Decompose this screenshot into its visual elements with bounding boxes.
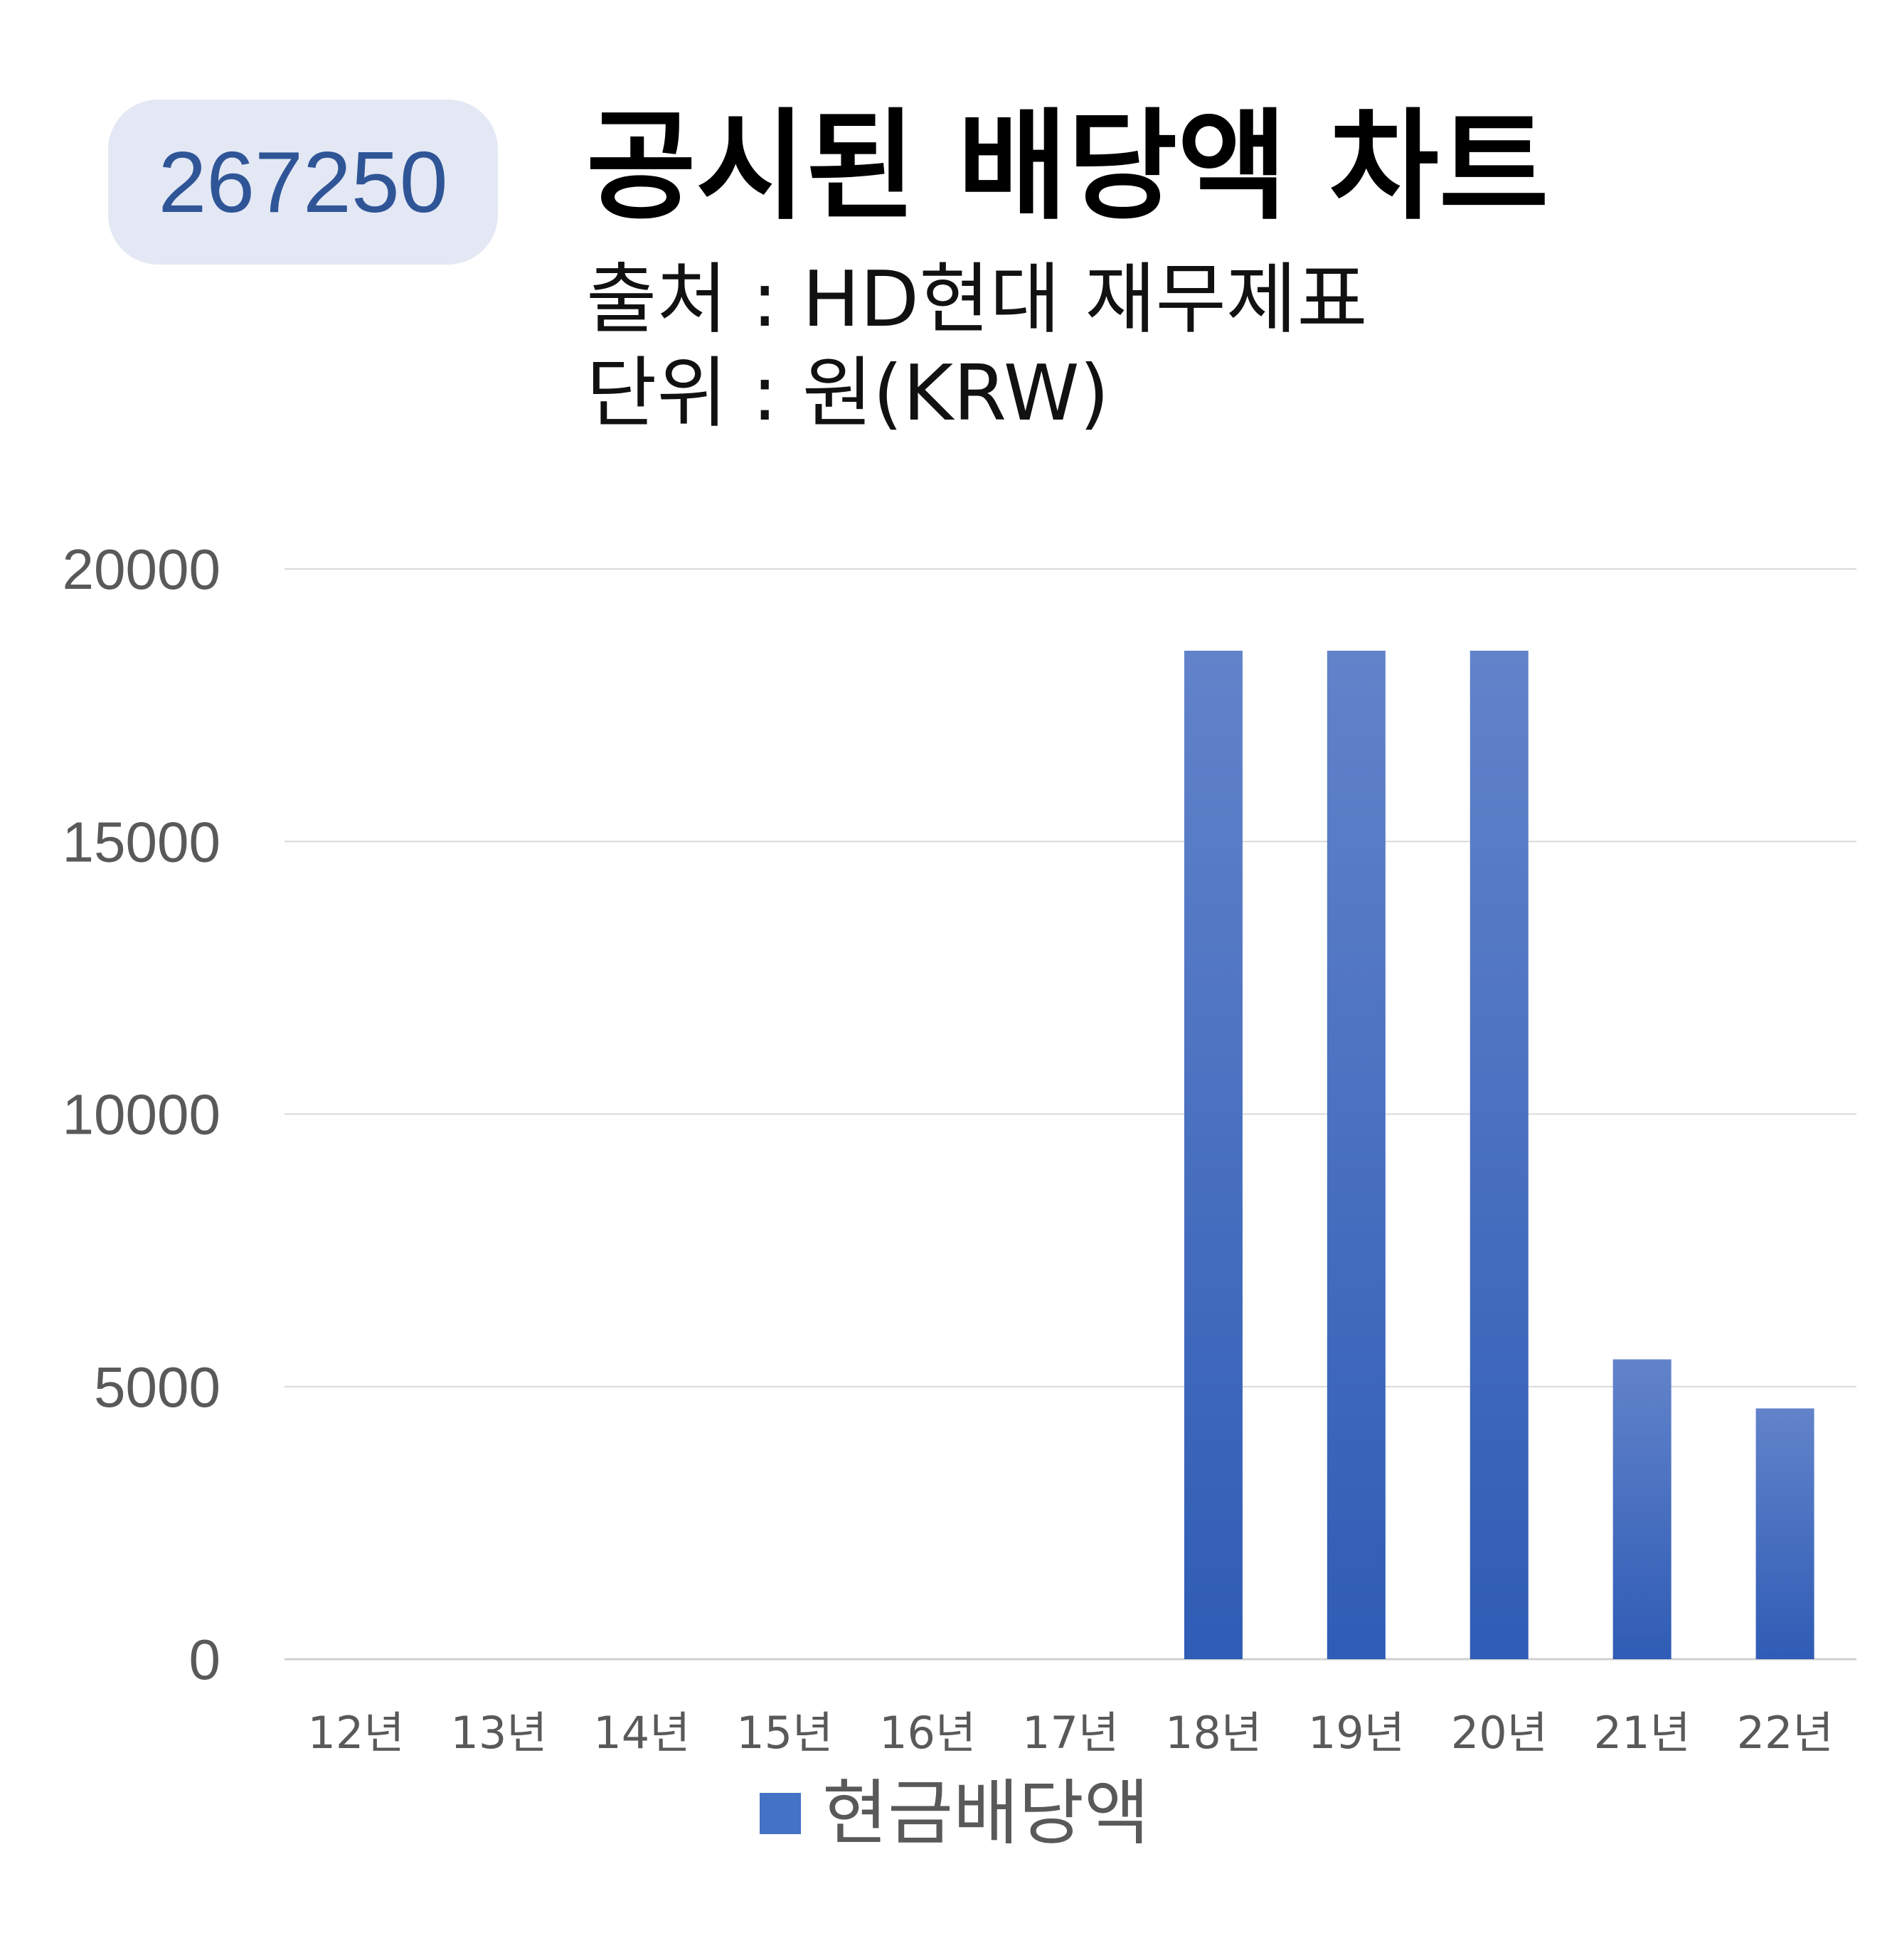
legend-label: 현금배당액 (822, 1772, 1149, 1855)
x-tick-label: 15년 (736, 1707, 833, 1759)
x-tick-label: 16년 (879, 1707, 976, 1759)
chart-title: 공시된 배당액 차트 (586, 97, 1549, 236)
bar (1755, 1408, 1814, 1659)
x-axis-ticks: 12년 13년 14년 15년 16년 17년 18년 19년 20년 21년 22년 (307, 1707, 1833, 1759)
source-label: 출처 : HD현대 재무제표 (586, 255, 1368, 344)
bar (1470, 650, 1529, 1659)
gridlines (285, 568, 1856, 1661)
x-tick-label: 22년 (1737, 1707, 1834, 1759)
x-tick-label: 18년 (1165, 1707, 1262, 1759)
x-tick-label: 19년 (1308, 1707, 1405, 1759)
x-tick-label: 21년 (1594, 1707, 1691, 1759)
x-tick-label: 20년 (1451, 1707, 1548, 1759)
y-tick-label: 15000 (63, 810, 220, 873)
bar (1327, 650, 1386, 1659)
legend-swatch (760, 1793, 801, 1834)
y-tick-label: 20000 (63, 538, 220, 601)
bar (1184, 650, 1243, 1659)
bar (1612, 1359, 1672, 1659)
bars (1184, 650, 1814, 1659)
y-tick-label: 5000 (94, 1356, 220, 1419)
unit-label: 단위 : 원(KRW) (586, 349, 1110, 438)
ticker-badge: 267250 (108, 100, 498, 265)
y-tick-label: 0 (189, 1628, 221, 1691)
y-axis-ticks: 0 5000 10000 15000 20000 (63, 538, 220, 1691)
x-tick-label: 13년 (450, 1707, 547, 1759)
x-tick-label: 14년 (593, 1707, 690, 1759)
ticker-code: 267250 (158, 134, 448, 230)
legend: 현금배당액 (760, 1778, 1149, 1849)
y-tick-label: 10000 (63, 1083, 220, 1146)
x-tick-label: 17년 (1022, 1707, 1119, 1759)
x-tick-label: 12년 (307, 1707, 404, 1759)
